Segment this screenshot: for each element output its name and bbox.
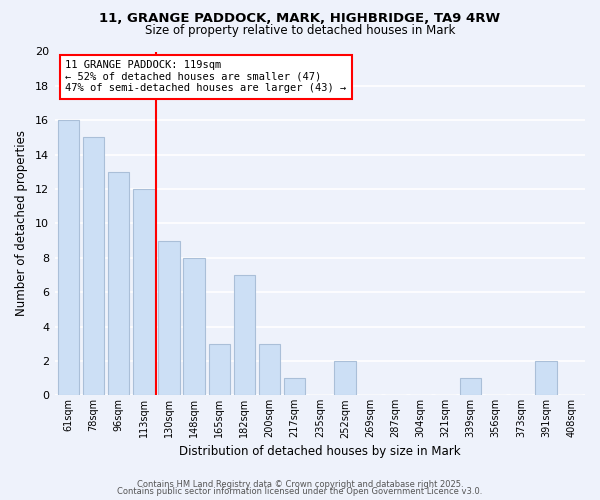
Bar — [158, 240, 179, 396]
Bar — [58, 120, 79, 396]
Text: 11, GRANGE PADDOCK, MARK, HIGHBRIDGE, TA9 4RW: 11, GRANGE PADDOCK, MARK, HIGHBRIDGE, TA… — [100, 12, 500, 26]
Bar — [234, 275, 255, 396]
Bar — [334, 361, 356, 396]
Text: Contains HM Land Registry data © Crown copyright and database right 2025.: Contains HM Land Registry data © Crown c… — [137, 480, 463, 489]
Bar — [535, 361, 557, 396]
Bar — [460, 378, 481, 396]
Text: 11 GRANGE PADDOCK: 119sqm
← 52% of detached houses are smaller (47)
47% of semi-: 11 GRANGE PADDOCK: 119sqm ← 52% of detac… — [65, 60, 346, 94]
Bar — [108, 172, 130, 396]
Bar — [133, 189, 155, 396]
Bar — [209, 344, 230, 396]
Y-axis label: Number of detached properties: Number of detached properties — [15, 130, 28, 316]
Bar — [83, 138, 104, 396]
Bar — [284, 378, 305, 396]
Bar — [259, 344, 280, 396]
Bar — [184, 258, 205, 396]
Text: Contains public sector information licensed under the Open Government Licence v3: Contains public sector information licen… — [118, 488, 482, 496]
Text: Size of property relative to detached houses in Mark: Size of property relative to detached ho… — [145, 24, 455, 37]
X-axis label: Distribution of detached houses by size in Mark: Distribution of detached houses by size … — [179, 444, 461, 458]
